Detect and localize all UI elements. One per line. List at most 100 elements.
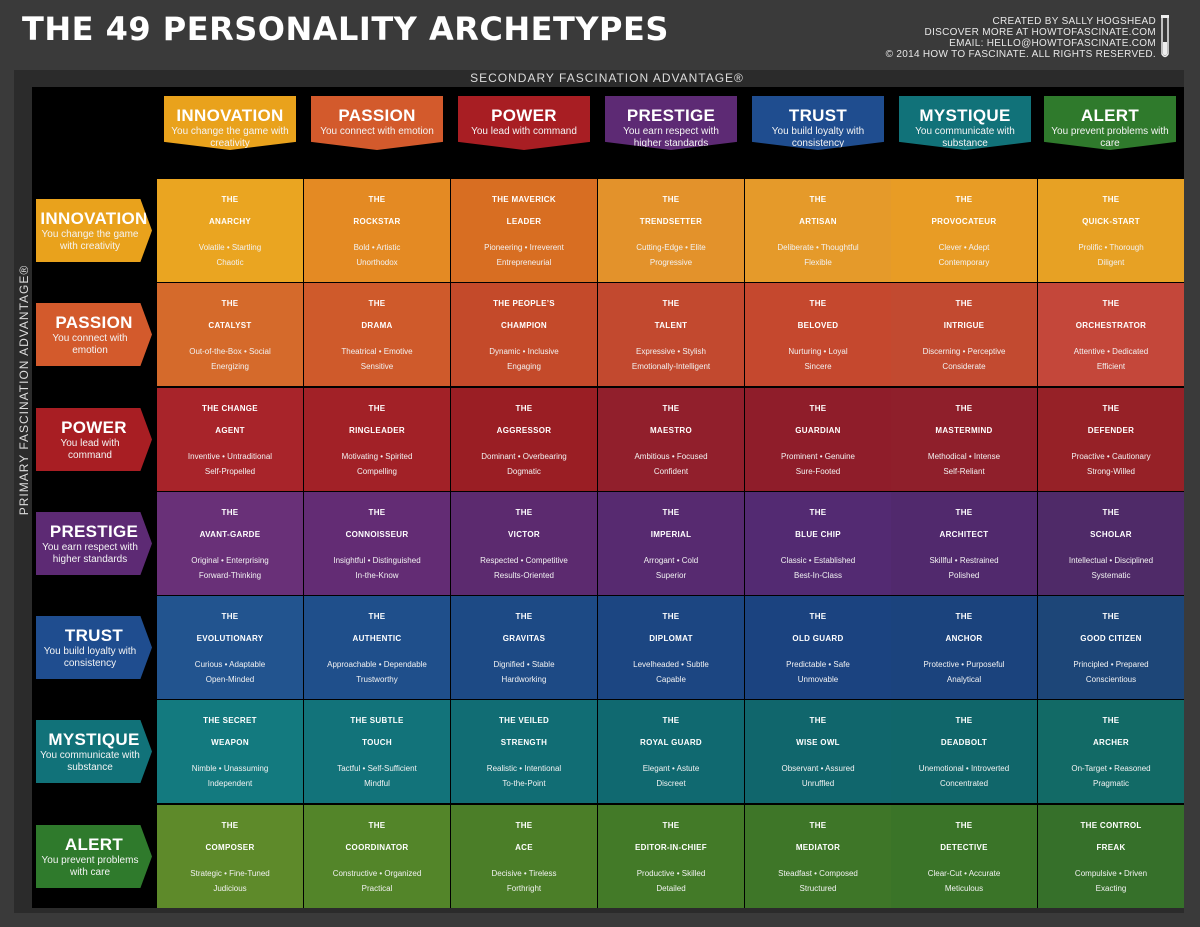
archetype-traits: Proactive • Cautionary Strong-Willed (1071, 452, 1151, 476)
archetype-name: THE CATALYST (208, 299, 252, 330)
archetype-cell: THE AVANT-GARDE Original • Enterprising F… (157, 492, 303, 595)
archetype-cell: THE MAVERICK LEADER Pioneering • Irrevere… (451, 179, 597, 282)
archetype-cell: THE VICTOR Respected • Competitive Result… (451, 492, 597, 595)
row-header-trust: TRUST You build loyalty with consistency (36, 616, 152, 679)
archetype-cell: THE INTRIGUE Discerning • Perceptive Cons… (891, 283, 1037, 386)
row-header-name: TRUST (64, 626, 124, 645)
row-header-desc: You earn respect with higher standards (42, 542, 138, 565)
archetype-name: THE AUTHENTIC (352, 612, 402, 643)
column-header-name: PRESTIGE (626, 106, 716, 125)
archetype-traits: Realistic • Intentional To-the-Point (486, 764, 562, 788)
archetype-cell: THE MASTERMIND Methodical • Intense Self-… (891, 388, 1037, 491)
archetype-traits: Out-of-the-Box • Social Energizing (189, 347, 271, 371)
archetype-cell: THE IMPERIAL Arrogant • Cold Superior (598, 492, 744, 595)
credit-line-link[interactable]: DISCOVER MORE AT HOWTOFASCINATE.COM (924, 27, 1156, 38)
column-header-innovation: INNOVATION You change the game with creat… (164, 96, 296, 150)
archetype-traits: Curious • Adaptable Open-Minded (194, 660, 266, 684)
archetype-traits: Pioneering • Irreverent Entrepreneurial (484, 243, 564, 267)
column-header-name: MYSTIQUE (919, 106, 1011, 125)
archetype-cell: THE CHANGE AGENT Inventive • Untraditiona… (157, 388, 303, 491)
archetype-traits: Clear-Cut • Accurate Meticulous (927, 869, 1001, 893)
archetype-traits: Nimble • Unassuming Independent (191, 764, 269, 788)
archetype-cell: THE BELOVED Nurturing • Loyal Sincere (745, 283, 891, 386)
archetype-cell: THE RINGLEADER Motivating • Spirited Comp… (304, 388, 450, 491)
row-header-desc: You connect with emotion (52, 333, 128, 356)
archetype-name: THE RINGLEADER (349, 404, 405, 435)
archetype-name: THE WISE OWL (796, 716, 840, 747)
row-header-alert: ALERT You prevent problems with care (36, 825, 152, 888)
archetype-traits: Productive • Skilled Detailed (636, 869, 706, 893)
archetype-name: THE ARCHER (1092, 716, 1130, 747)
row-header-name: PRESTIGE (49, 522, 139, 541)
row-header-desc: You communicate with substance (40, 750, 140, 773)
archetype-name: THE VICTOR (508, 508, 540, 539)
column-header-power: POWER You lead with command (458, 96, 590, 150)
archetype-cell: THE ROCKSTAR Bold • Artistic Unorthodox (304, 179, 450, 282)
archetype-name: THE GUARDIAN (795, 404, 841, 435)
archetype-name: THE IMPERIAL (650, 508, 692, 539)
archetype-name: THE TALENT (654, 299, 688, 330)
archetype-traits: Ambitious • Focused Confident (634, 452, 708, 476)
row-header-innovation: INNOVATION You change the game with creat… (36, 199, 152, 262)
primary-axis-label: PRIMARY FASCINATION ADVANTAGE® (17, 264, 31, 516)
row-header-name: POWER (61, 418, 127, 437)
archetype-traits: Compulsive • Driven Exacting (1074, 869, 1148, 893)
archetype-name: THE SCHOLAR (1090, 508, 1132, 539)
column-header-desc: You change the game with creativity (171, 126, 289, 149)
archetype-traits: Theatrical • Emotive Sensitive (341, 347, 413, 371)
archetype-cell: THE AGGRESSOR Dominant • Overbearing Dogm… (451, 388, 597, 491)
archetype-name: THE COORDINATOR (345, 821, 409, 852)
archetype-cell: THE ARCHITECT Skillful • Restrained Polis… (891, 492, 1037, 595)
column-header-alert: ALERT You prevent problems with care (1044, 96, 1176, 150)
archetype-cell: THE ARTISAN Deliberate • Thoughtful Flexi… (745, 179, 891, 282)
archetype-traits: Deliberate • Thoughtful Flexible (777, 243, 859, 267)
archetype-name: THE GOOD CITIZEN (1080, 612, 1142, 643)
archetype-traits: Strategic • Fine-Tuned Judicious (190, 869, 270, 893)
archetype-cell: THE PEOPLE’S CHAMPION Dynamic • Inclusive… (451, 283, 597, 386)
archetype-cell: THE ACE Decisive • Tireless Forthright (451, 805, 597, 908)
archetype-traits: Decisive • Tireless Forthright (491, 869, 557, 893)
column-header-desc: You lead with command (471, 126, 577, 137)
row-header-prestige: PRESTIGE You earn respect with higher sta… (36, 512, 152, 575)
archetype-name: THE DEADBOLT (940, 716, 988, 747)
archetype-traits: Principled • Prepared Conscientious (1073, 660, 1149, 684)
archetype-name: THE ACE (515, 821, 533, 852)
archetype-name: THE PEOPLE’S CHAMPION (493, 299, 555, 330)
archetype-name: THE CONNOISSEUR (345, 508, 409, 539)
column-header-desc: You communicate with substance (915, 126, 1015, 149)
archetype-cell: THE ARCHER On-Target • Reasoned Pragmatic (1038, 700, 1184, 803)
archetype-name: THE GRAVITAS (502, 612, 546, 643)
archetype-traits: Approachable • Dependable Trustworthy (327, 660, 427, 684)
archetype-cell: THE BLUE CHIP Classic • Established Best-… (745, 492, 891, 595)
archetype-name: THE BLUE CHIP (795, 508, 841, 539)
archetype-traits: Bold • Artistic Unorthodox (353, 243, 401, 267)
row-header-desc: You build loyalty with consistency (43, 646, 137, 669)
archetype-cell: THE CATALYST Out-of-the-Box • Social Ener… (157, 283, 303, 386)
archetype-traits: Constructive • Organized Practical (332, 869, 422, 893)
archetype-name: THE COMPOSER (205, 821, 255, 852)
archetype-traits: Unemotional • Introverted Concentrated (918, 764, 1010, 788)
archetype-name: THE OLD GUARD (792, 612, 844, 643)
archetype-name: THE TRENDSETTER (639, 195, 703, 226)
row-header-name: ALERT (64, 835, 124, 854)
archetype-name: THE DRAMA (361, 299, 393, 330)
credits: CREATED BY SALLY HOGSHEAD DISCOVER MORE … (886, 16, 1156, 60)
archetype-cell: THE EVOLUTIONARY Curious • Adaptable Open… (157, 596, 303, 699)
archetype-cell: THE SECRET WEAPON Nimble • Unassuming Ind… (157, 700, 303, 803)
archetype-traits: Expressive • Stylish Emotionally-Intelli… (631, 347, 711, 371)
archetype-cell: THE GUARDIAN Prominent • Genuine Sure-Foo… (745, 388, 891, 491)
archetype-cell: THE CONTROL FREAK Compulsive • Driven Exa… (1038, 805, 1184, 908)
archetype-cell: THE EDITOR-IN-CHIEF Productive • Skilled … (598, 805, 744, 908)
archetype-name: THE ROYAL GUARD (640, 716, 702, 747)
column-header-name: INNOVATION (176, 106, 284, 125)
archetype-cell: THE ANARCHY Volatile • Startling Chaotic (157, 179, 303, 282)
archetype-traits: Dominant • Overbearing Dogmatic (481, 452, 567, 476)
archetype-name: THE EDITOR-IN-CHIEF (635, 821, 707, 852)
archetype-name: THE ARCHITECT (939, 508, 989, 539)
archetype-cell: THE GRAVITAS Dignified • Stable Hardworki… (451, 596, 597, 699)
archetype-name: THE ROCKSTAR (353, 195, 401, 226)
column-header-name: ALERT (1080, 106, 1140, 125)
credit-line-email[interactable]: EMAIL: HELLO@HOWTOFASCINATE.COM (949, 38, 1156, 49)
column-header-desc: You prevent problems with care (1051, 126, 1169, 149)
archetype-name: THE VEILED STRENGTH (498, 716, 550, 747)
